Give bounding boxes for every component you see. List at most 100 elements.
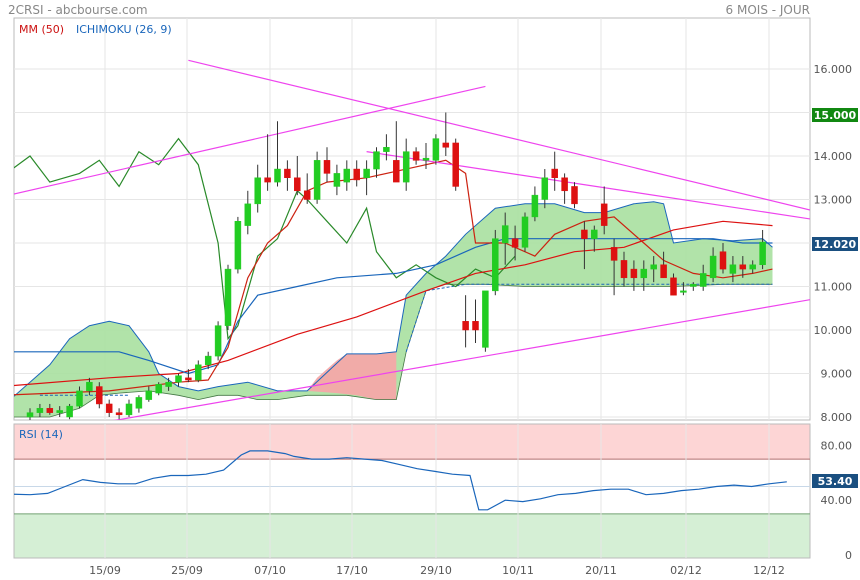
candle-body <box>541 177 549 200</box>
price-panel: 16.00015.00014.00013.00012.00011.00010.0… <box>13 17 853 424</box>
candle <box>462 295 469 348</box>
kijun-line <box>14 238 773 375</box>
candle-body <box>640 268 648 279</box>
candle-body <box>531 194 539 218</box>
x-tick-label: 10/11 <box>502 564 534 577</box>
candle <box>482 290 489 352</box>
candle-body <box>36 408 44 413</box>
candle-body <box>76 390 83 407</box>
candle <box>224 264 232 330</box>
candle-body <box>551 168 558 179</box>
last-price-badge-bg <box>812 237 858 251</box>
candle <box>561 173 568 204</box>
candle <box>26 408 34 420</box>
candle-body <box>630 268 638 279</box>
candle <box>571 182 578 209</box>
candle-body <box>650 264 657 270</box>
candle-body <box>66 405 73 418</box>
candle-body <box>610 247 618 261</box>
candle-body <box>86 381 93 392</box>
candle-body <box>56 410 63 413</box>
candle-body <box>323 160 331 174</box>
candle-body <box>739 264 747 270</box>
candle <box>214 321 222 361</box>
candle <box>640 260 648 291</box>
candle-body <box>432 138 440 161</box>
candle <box>76 386 83 409</box>
candle <box>709 247 717 283</box>
candle <box>363 160 370 196</box>
candle-body <box>670 277 677 296</box>
rsi-y-tick: 0 <box>845 549 852 562</box>
price-y-tick: 10.000 <box>814 324 853 337</box>
trendline-1 <box>14 85 486 195</box>
candle <box>294 156 301 196</box>
candle <box>323 147 331 183</box>
candle-body <box>591 229 598 239</box>
candle <box>135 395 143 413</box>
candle-body <box>274 168 281 183</box>
candle-body <box>313 160 321 200</box>
candle <box>56 406 63 417</box>
candle-body <box>224 268 232 326</box>
candle-body <box>393 160 400 183</box>
candle <box>244 190 252 235</box>
candle <box>234 216 242 274</box>
candle <box>195 360 202 383</box>
candle-body <box>501 225 509 244</box>
candle-body <box>175 375 182 383</box>
candle <box>36 403 44 417</box>
ichimoku-cloud <box>14 201 773 418</box>
candle-body <box>482 290 489 348</box>
candle <box>581 221 588 270</box>
candle <box>541 169 549 209</box>
candle <box>432 134 440 165</box>
price-high-badge: 15.000 <box>812 108 858 122</box>
candle <box>610 238 618 296</box>
candle-body <box>343 168 351 183</box>
candle <box>343 160 351 191</box>
candle <box>105 399 113 417</box>
candle <box>442 112 450 156</box>
candle-body <box>442 142 450 148</box>
legend-ma: MM (50) <box>19 23 64 36</box>
rsi-y-axis: 80.00 40.00 0 <box>821 439 853 562</box>
candle-body <box>571 186 578 205</box>
rsi-y-tick: 40.00 <box>821 494 853 507</box>
rsi-panel: 80.00 40.00 0 RSI (14) <box>13 423 853 562</box>
candle-body <box>472 321 479 331</box>
candle <box>373 147 380 178</box>
rsi-grid <box>104 424 770 558</box>
candle-body <box>561 177 568 192</box>
candle-body <box>26 412 34 418</box>
candle <box>145 386 153 402</box>
x-tick-label: 07/10 <box>254 564 286 577</box>
candle-body <box>204 355 212 366</box>
senkou-a-line <box>14 201 773 397</box>
candle <box>66 403 73 420</box>
candle <box>452 138 459 191</box>
x-tick-label: 25/09 <box>171 564 203 577</box>
candle-body <box>185 377 192 381</box>
rsi-y-tick: 80.00 <box>821 439 853 452</box>
support-dashed-line-2 <box>405 283 773 352</box>
candlesticks <box>26 112 766 420</box>
source-title: 2CRSI - abcbourse.com <box>8 3 148 17</box>
trendline-4 <box>188 59 810 211</box>
candle <box>630 260 638 291</box>
candle <box>284 160 291 191</box>
rsi-oversold-zone <box>14 513 810 558</box>
candle-body <box>383 147 390 152</box>
candle <box>204 351 212 370</box>
rsi-last-badge-bg <box>812 474 858 488</box>
x-tick-label: 02/12 <box>670 564 702 577</box>
candle-body <box>719 251 727 270</box>
x-tick-label: 29/10 <box>420 564 452 577</box>
candle-body <box>264 177 271 183</box>
candle <box>759 229 766 270</box>
rsi-line <box>14 450 787 511</box>
price-y-tick: 9.000 <box>821 368 853 381</box>
candle <box>699 264 707 291</box>
candle-body <box>620 260 628 279</box>
candle-body <box>333 173 341 187</box>
